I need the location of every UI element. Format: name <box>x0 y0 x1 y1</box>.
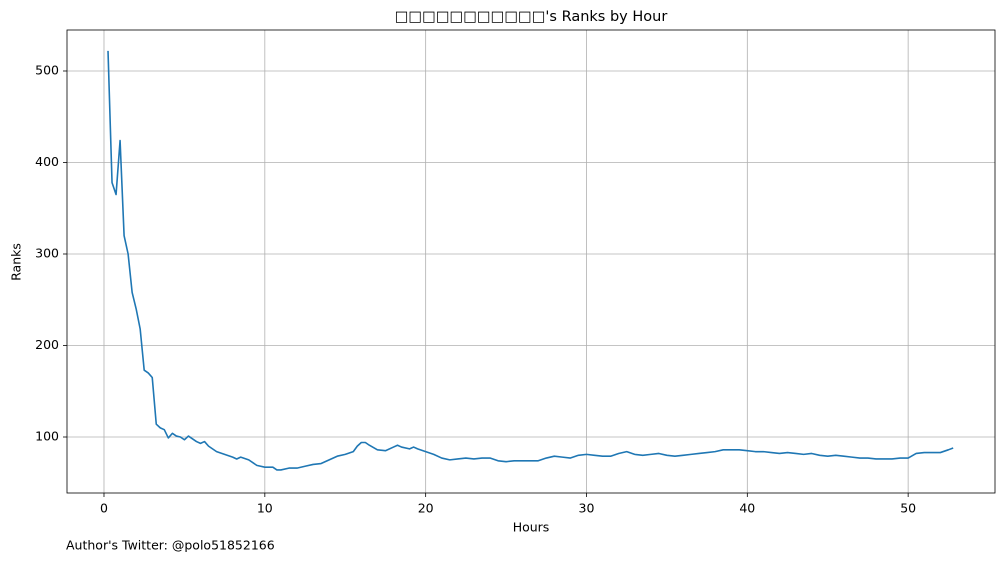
x-tick-label: 20 <box>418 501 434 516</box>
data-line <box>107 50 954 471</box>
x-axis-label: Hours <box>513 520 550 535</box>
y-tick-label: 500 <box>35 62 59 77</box>
y-tick-label: 300 <box>35 245 59 260</box>
plot-frame <box>66 29 996 494</box>
x-tick-label: 40 <box>739 501 755 516</box>
x-tick-label: 50 <box>900 501 916 516</box>
chart-title: □□□□□□□□□□□'s Ranks by Hour <box>395 9 668 25</box>
y-tick-label: 200 <box>35 337 59 352</box>
x-tick-label: 0 <box>100 501 108 516</box>
y-tick-label: 400 <box>35 154 59 169</box>
y-tick-label: 100 <box>35 429 59 444</box>
y-axis-label: Ranks <box>9 243 24 281</box>
x-tick-label: 30 <box>579 501 595 516</box>
x-tick-label: 10 <box>257 501 273 516</box>
footer: Author's Twitter: @polo51852166 <box>66 538 275 553</box>
